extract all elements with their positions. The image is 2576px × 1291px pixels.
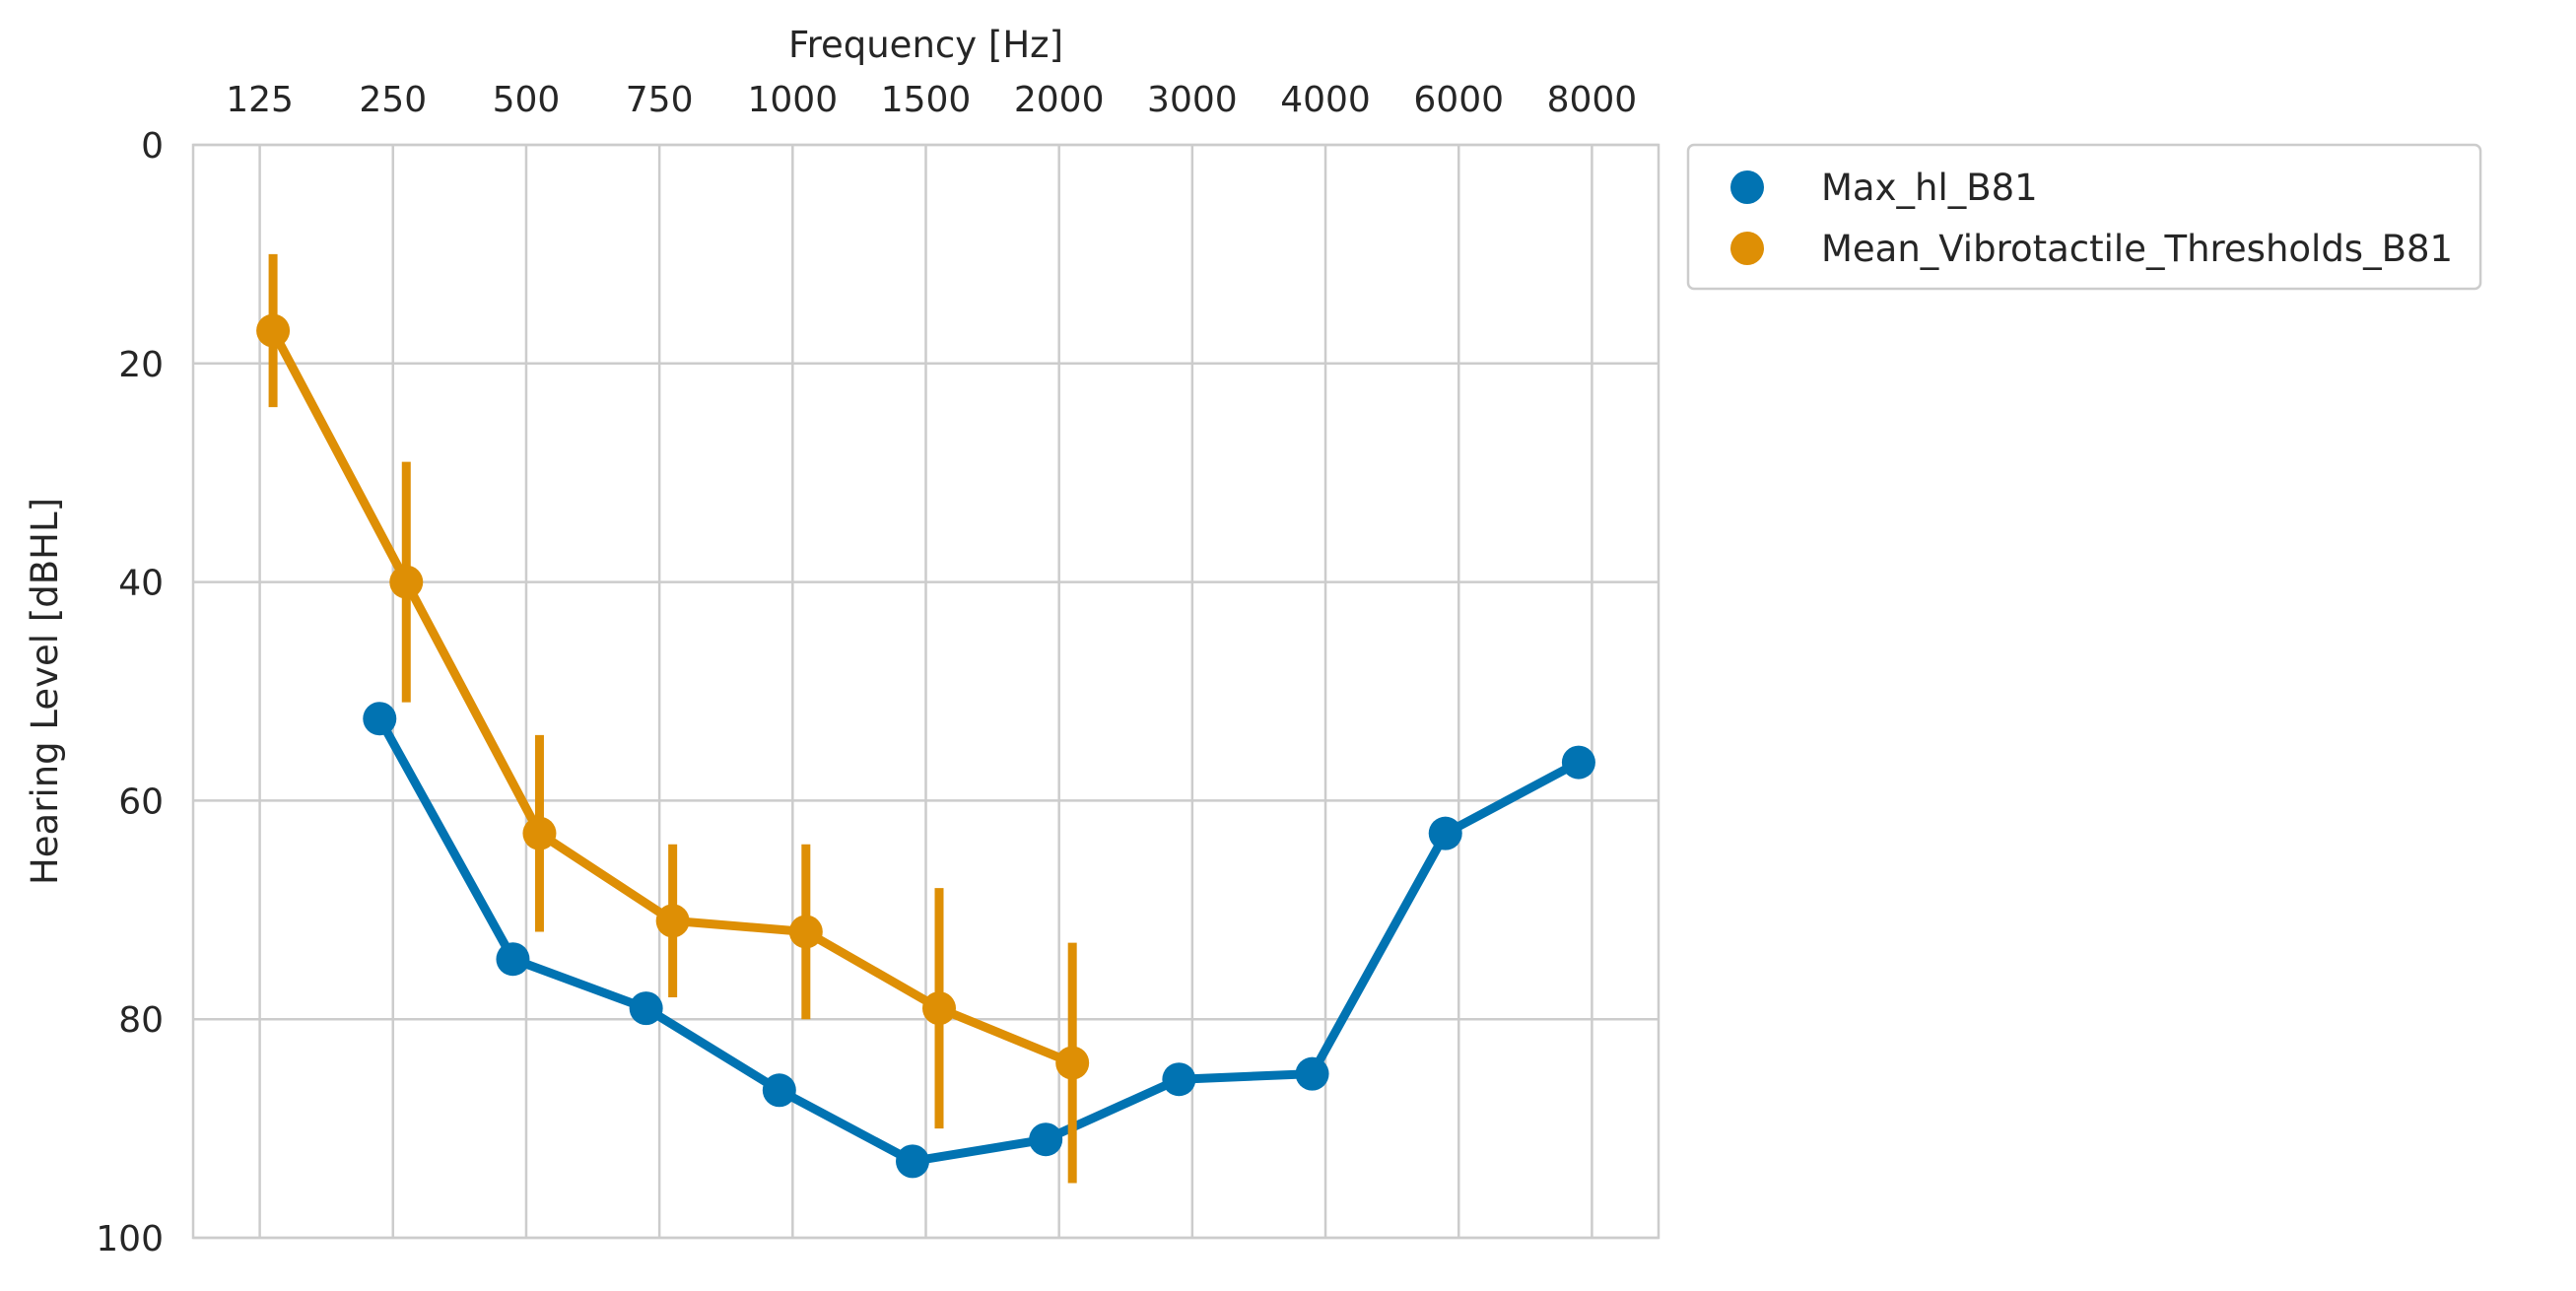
y-tick-label: 40 [118,564,164,604]
y-axis-label: Hearing Level [dBHL] [24,498,66,885]
y-tick-label: 60 [118,781,164,822]
y-tick-label: 80 [118,1000,164,1041]
series [256,253,1595,1184]
data-point [762,1073,796,1108]
data-point [256,313,291,348]
x-tick-label: 2000 [1014,80,1105,120]
x-tick-label: 500 [493,80,561,120]
x-tick-label: 750 [626,80,694,120]
data-point [363,702,397,736]
x-tick-label: 6000 [1413,80,1504,120]
x-tick-label: 250 [359,80,427,120]
y-tick-label: 20 [118,345,164,385]
data-point [896,1144,929,1179]
x-tick-label: 4000 [1280,80,1371,120]
legend-box [1686,143,2482,291]
y-tick-label: 0 [141,126,164,167]
x-tick-label: 125 [226,80,294,120]
data-point [1029,1122,1063,1157]
x-tick-label: 8000 [1547,80,1638,120]
y-axis-ticks: 0 20 40 60 80 100 [96,126,164,1259]
x-axis-label: Frequency [Hz] [788,24,1063,66]
legend-marker [1730,232,1764,265]
legend-label: Max_hl_B81 [1821,167,2038,209]
x-tick-label: 3000 [1147,80,1238,120]
data-point [788,915,823,949]
data-point [1162,1062,1196,1097]
data-point [1428,816,1462,850]
legend: Max_hl_B81 Mean_Vibrotactile_Thresholds_B… [1686,143,2482,291]
legend-label: Mean_Vibrotactile_Thresholds_B81 [1821,228,2453,270]
legend-marker [1730,170,1764,204]
data-point [922,991,956,1026]
data-point [655,904,690,938]
series-Mean_Vibrotactile_Thresholds_B81 [256,253,1090,1184]
data-point [1055,1046,1090,1080]
data-point [522,816,557,850]
data-point [629,991,663,1026]
plot-frame [191,143,1661,1240]
series-Max_hl_B81 [363,702,1595,1179]
series-line [374,713,1584,1166]
data-point [389,565,424,599]
data-point [1295,1056,1329,1091]
x-tick-label: 1000 [748,80,839,120]
x-tick-label: 1500 [881,80,972,120]
data-point [1561,745,1595,780]
x-axis-ticks: 125 250 500 750 1000 1500 2000 3000 4000 6000 8000 [226,80,1637,120]
grid [193,143,1659,1240]
y-tick-label: 100 [96,1219,164,1259]
data-point [496,942,530,977]
